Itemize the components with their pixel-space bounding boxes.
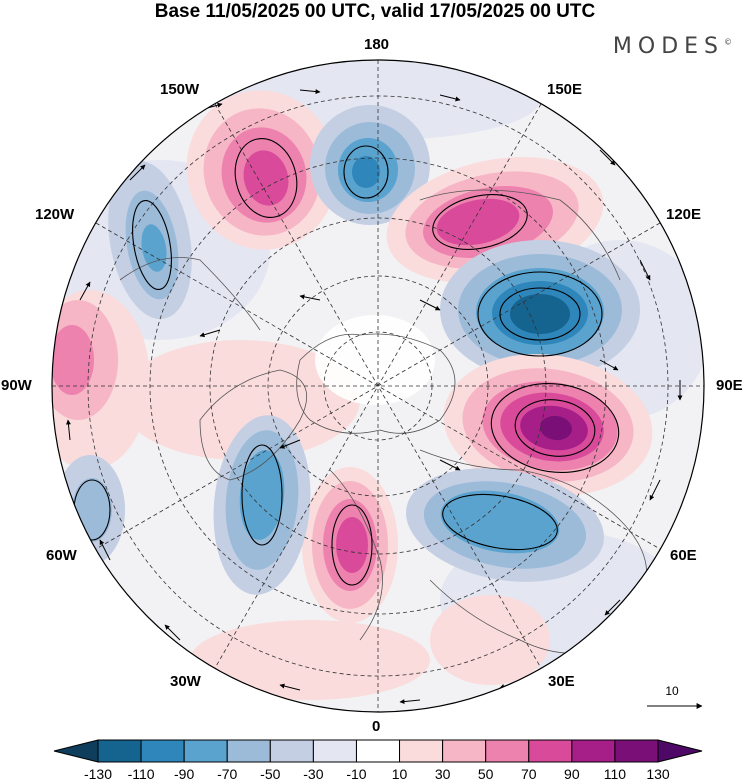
lon-label-0: 0 bbox=[372, 718, 381, 735]
graticule bbox=[52, 60, 704, 712]
reference-vector-arrow bbox=[647, 703, 703, 709]
modes-logo: MODES© bbox=[613, 34, 732, 59]
map-title: Base 11/05/2025 00 UTC, valid 17/05/2025… bbox=[154, 1, 596, 22]
lon-label-30w: 30W bbox=[170, 673, 201, 690]
colorbar-swatch bbox=[269, 739, 314, 763]
colorbar-tick-label: -10 bbox=[346, 766, 367, 782]
colorbar-swatch bbox=[614, 739, 659, 763]
anomaly-negative-pacific bbox=[310, 105, 430, 225]
colorbar-tick-label: 90 bbox=[564, 766, 580, 782]
map-boundary bbox=[51, 59, 705, 713]
colorbar-tick-label: 130 bbox=[646, 766, 670, 782]
lon-label-120e: 120E bbox=[666, 206, 702, 223]
colorbar-tick-label: 70 bbox=[520, 766, 537, 782]
anomaly-positive-central-asia bbox=[443, 354, 653, 496]
wind-vectors bbox=[65, 89, 683, 705]
colorbar-swatch bbox=[442, 739, 487, 763]
reference-vector-label: 10 bbox=[665, 684, 679, 698]
colorbar-swatch bbox=[399, 739, 444, 763]
anomaly-positive-west-europe bbox=[302, 467, 398, 623]
colorbar-swatch bbox=[485, 739, 530, 763]
colorbar-tick-label: -110 bbox=[127, 766, 155, 782]
colorbar-swatch bbox=[571, 739, 616, 763]
colorbar-swatch bbox=[53, 739, 99, 763]
copyright-mark: © bbox=[724, 37, 732, 47]
colorbar-swatch bbox=[312, 739, 357, 763]
anomaly-positive-east-pacific bbox=[52, 300, 118, 420]
lon-label-30e: 30E bbox=[548, 673, 575, 690]
colorbar-swatch bbox=[657, 739, 703, 763]
colorbar-swatch bbox=[355, 739, 401, 763]
lon-label-90e: 90E bbox=[716, 377, 743, 394]
anomaly-negative-atlantic bbox=[213, 415, 311, 595]
colorbar-swatch bbox=[183, 739, 228, 763]
colorbar-swatch bbox=[97, 739, 142, 763]
lon-label-90w: 90W bbox=[1, 377, 32, 394]
lon-label-60w: 60W bbox=[46, 547, 77, 564]
colorbar-tick-label: -30 bbox=[303, 766, 324, 782]
brand-text: MODES bbox=[612, 34, 724, 59]
colorbar-tick-label: 30 bbox=[434, 766, 451, 782]
colorbar-tick-label: -70 bbox=[217, 766, 238, 782]
lon-label-150e: 150E bbox=[547, 81, 583, 98]
colorbar-tick-label: 50 bbox=[477, 766, 494, 782]
colorbar-tick-label: 10 bbox=[391, 766, 408, 782]
colorbar-swatch bbox=[140, 739, 185, 763]
lon-label-150w: 150W bbox=[160, 81, 200, 98]
anomaly-positive-bering bbox=[186, 90, 338, 250]
anomaly-field bbox=[52, 60, 704, 712]
lon-label-60e: 60E bbox=[670, 547, 697, 564]
colorbar-tick-label: -130 bbox=[83, 766, 113, 782]
colorbar bbox=[53, 739, 703, 763]
anomaly-negative-canada bbox=[108, 160, 192, 320]
colorbar-tick-label: -90 bbox=[174, 766, 195, 782]
coastlines bbox=[119, 189, 647, 654]
colorbar-swatch bbox=[528, 739, 573, 763]
streamlines bbox=[73, 138, 620, 586]
lon-label-120w: 120W bbox=[35, 206, 75, 223]
colorbar-tick-label: 110 bbox=[603, 766, 627, 782]
lon-label-180: 180 bbox=[364, 36, 390, 53]
colorbar-swatch bbox=[226, 739, 271, 763]
colorbar-tick-label: -50 bbox=[260, 766, 281, 782]
anomaly-negative-east-europe bbox=[406, 468, 604, 582]
